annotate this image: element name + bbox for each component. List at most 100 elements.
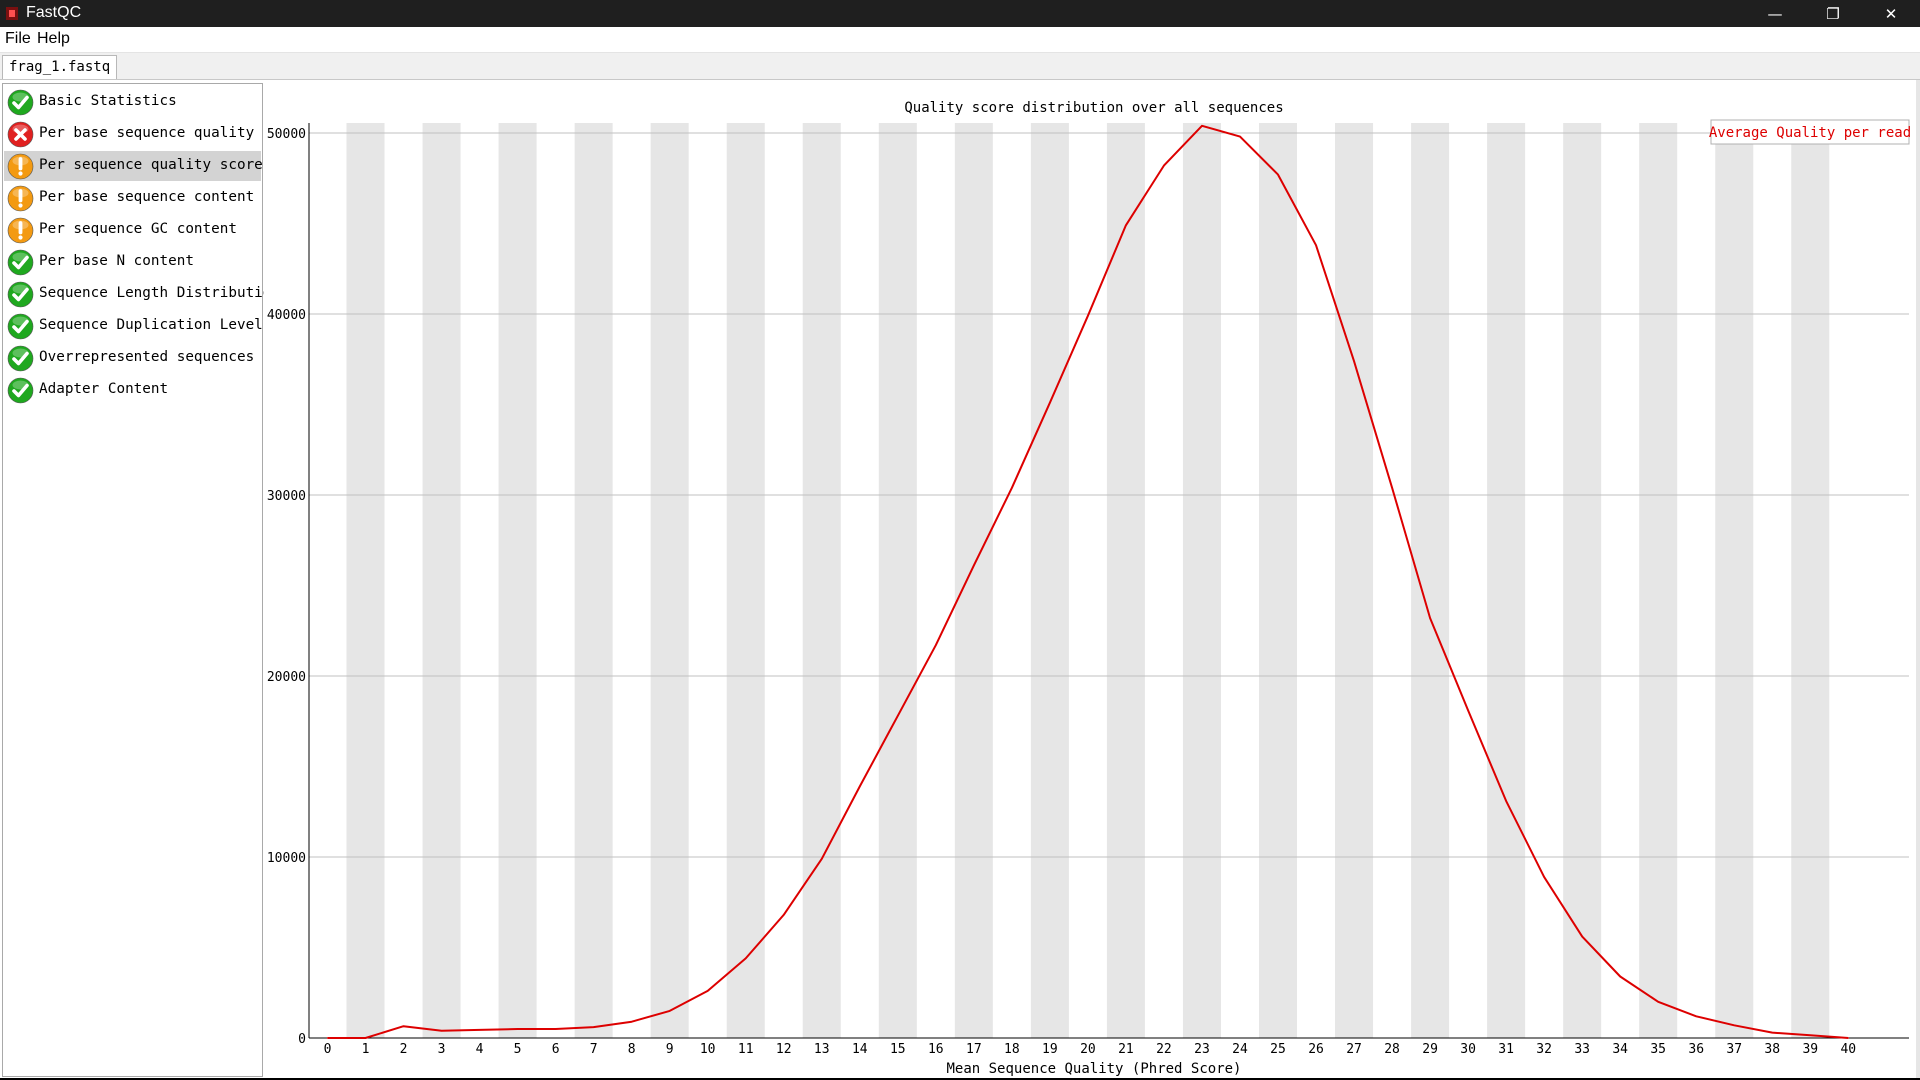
data-point [897, 715, 899, 717]
right-scrollbar[interactable] [1916, 80, 1920, 1080]
x-tick-label: 35 [1650, 1042, 1666, 1057]
background-stripe [1106, 123, 1145, 1038]
data-point [1315, 244, 1317, 246]
x-tick-label: 40 [1840, 1042, 1856, 1057]
fail-cross-icon [7, 121, 34, 148]
background-stripe [422, 123, 461, 1038]
x-axis-label: Mean Sequence Quality (Phred Score) [946, 1061, 1241, 1077]
module-item[interactable]: Sequence Length Distribution [4, 279, 280, 309]
data-point [478, 1029, 481, 1031]
module-item[interactable]: Overrepresented sequences [4, 343, 261, 373]
data-point [517, 1028, 519, 1030]
data-point [1581, 936, 1583, 938]
data-point [1657, 1001, 1659, 1003]
x-tick-label: 15 [890, 1042, 906, 1057]
data-point [1125, 224, 1127, 226]
data-point [745, 957, 747, 959]
data-point [1239, 136, 1241, 138]
chart-title: Quality score distribution over all sequ… [904, 100, 1283, 116]
x-tick-label: 9 [666, 1042, 674, 1057]
x-tick-label: 0 [324, 1042, 332, 1057]
x-tick-label: 21 [1118, 1042, 1134, 1057]
x-tick-label: 26 [1308, 1042, 1324, 1057]
data-point [1391, 487, 1393, 489]
background-stripe [1335, 123, 1374, 1038]
data-point [1733, 1024, 1735, 1026]
x-tick-label: 20 [1080, 1042, 1096, 1057]
background-stripe [1411, 123, 1450, 1038]
pass-check-icon [7, 281, 34, 308]
module-list: Basic Statistics Per base sequence qualit… [2, 83, 280, 1077]
chart-panel: 0 10000 20000 30000 40000 50000 0 1 2 3 4 5 6 7 8 9 10 11… [264, 80, 1920, 1080]
x-tick-label: 3 [438, 1042, 446, 1057]
x-tick-label: 1 [362, 1042, 370, 1057]
restore-button[interactable]: ❐ [1804, 0, 1862, 27]
module-item[interactable]: Adapter Content [4, 375, 261, 405]
x-tick-label: 18 [1004, 1042, 1020, 1057]
x-tick-label: 37 [1726, 1042, 1742, 1057]
x-tick-label: 8 [628, 1042, 636, 1057]
restore-icon: ❐ [1826, 4, 1840, 23]
file-tab[interactable]: frag_1.fastq [2, 55, 118, 79]
x-tick-label: 22 [1156, 1042, 1172, 1057]
minimize-button[interactable]: — [1746, 0, 1804, 27]
file-tab-strip: frag_1.fastq [0, 53, 1920, 80]
y-tick-label: 40000 [267, 308, 306, 323]
legend-box [1710, 119, 1910, 145]
data-point [669, 1010, 671, 1012]
y-tick-label: 0 [298, 1032, 306, 1047]
module-item[interactable]: Per base N content [4, 247, 261, 277]
x-tick-label: 32 [1536, 1042, 1552, 1057]
x-tick-label: 27 [1346, 1042, 1362, 1057]
pass-check-icon [7, 345, 34, 372]
module-item[interactable]: Per base sequence quality [4, 119, 261, 149]
data-point [1087, 315, 1089, 317]
module-label: Overrepresented sequences [39, 349, 255, 365]
data-point [402, 1025, 405, 1027]
close-icon: ✕ [1884, 4, 1898, 23]
module-item[interactable]: Sequence Duplication Levels [4, 311, 271, 341]
pass-check-icon [7, 89, 34, 116]
data-point [631, 1021, 633, 1023]
fastqc-app-icon [6, 7, 18, 20]
data-point [555, 1028, 557, 1030]
y-tick-label: 30000 [267, 489, 306, 504]
warn-exclamation-icon [7, 217, 34, 244]
x-tick-label: 31 [1498, 1042, 1514, 1057]
series-line [327, 124, 1849, 1039]
x-tick-label: 30 [1460, 1042, 1476, 1057]
background-stripe [1791, 123, 1830, 1038]
module-label: Sequence Length Distribution [39, 285, 281, 301]
module-label: Per sequence quality scores [39, 157, 272, 173]
module-item[interactable]: Per base sequence content [4, 183, 261, 213]
x-tick-label: 33 [1574, 1042, 1590, 1057]
data-point [707, 990, 709, 992]
menu-file[interactable]: File [5, 30, 31, 47]
data-point [1809, 1034, 1811, 1036]
x-tick-label: 24 [1232, 1042, 1248, 1057]
background-stripe [1030, 123, 1069, 1038]
x-tick-label: 38 [1764, 1042, 1780, 1057]
module-item[interactable]: Basic Statistics [4, 87, 261, 117]
title-bar: FastQC — ❐ ✕ [0, 0, 1920, 27]
data-point [1467, 709, 1469, 711]
x-tick-label: 36 [1688, 1042, 1704, 1057]
data-point [1011, 487, 1013, 489]
x-tick-label: 5 [514, 1042, 522, 1057]
module-item[interactable]: Per sequence GC content [4, 215, 261, 245]
pass-check-icon [7, 313, 34, 340]
module-label: Per base sequence content [39, 189, 255, 205]
data-point [859, 785, 861, 788]
close-button[interactable]: ✕ [1862, 0, 1920, 27]
data-point [821, 858, 823, 860]
module-item[interactable]: Per sequence quality scores [4, 151, 271, 181]
data-point [364, 1037, 367, 1039]
background-stripe [1182, 123, 1221, 1038]
menu-help[interactable]: Help [37, 30, 70, 47]
data-point [1543, 876, 1545, 878]
x-tick-label: 23 [1194, 1042, 1210, 1057]
data-point [783, 914, 785, 916]
data-point [1353, 360, 1355, 362]
background-stripe [650, 123, 689, 1038]
content-area: Basic Statistics Per base sequence qualit… [0, 80, 1920, 1080]
